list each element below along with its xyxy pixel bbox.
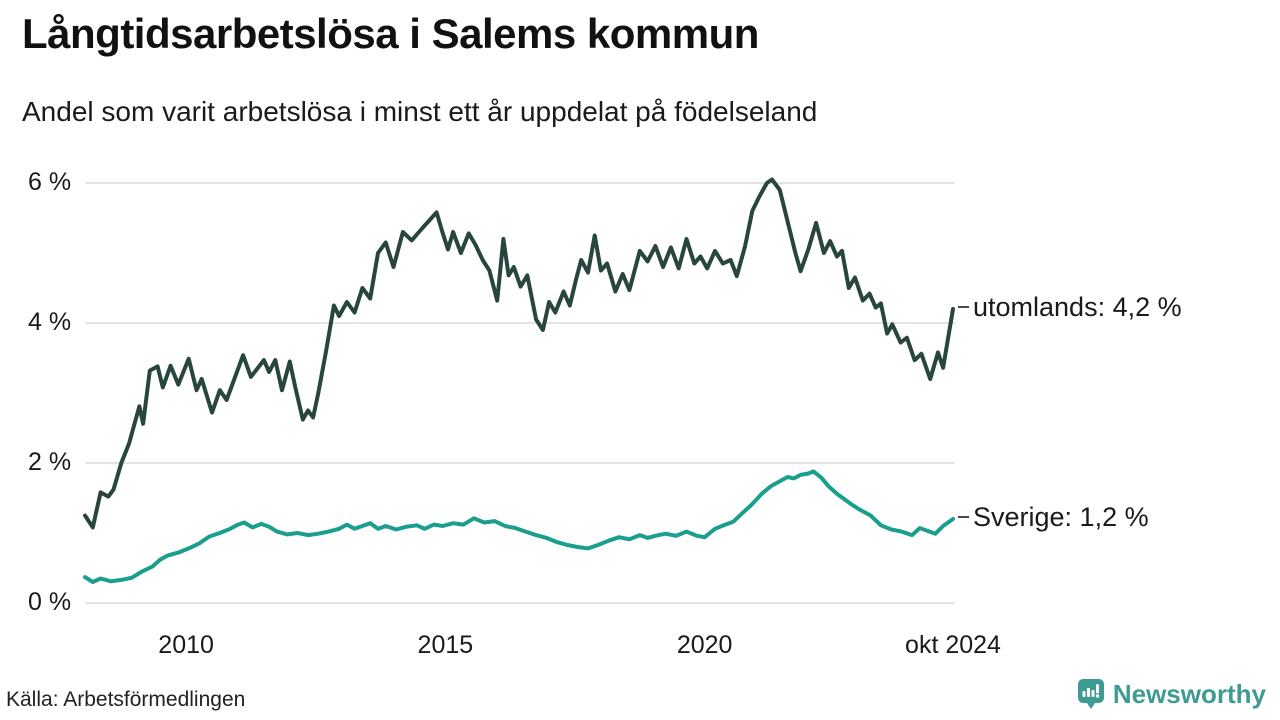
x-axis-tick-label: 2020 [676, 631, 733, 659]
y-axis-tick-label: 0 % [28, 588, 72, 616]
series-end-label-utomlands: utomlands: 4,2 % [973, 292, 1182, 322]
series-end-label-Sverige: Sverige: 1,2 % [973, 502, 1149, 532]
source-note: Källa: Arbetsförmedlingen [6, 688, 246, 711]
y-axis-tick-label: 6 % [28, 168, 72, 196]
series-line-Sverige [83, 469, 955, 584]
x-axis-tick-label: 2015 [417, 631, 474, 659]
series-line-utomlands [83, 177, 955, 530]
x-axis-tick-label: okt 2024 [905, 631, 1001, 659]
chart-subtitle: Andel som varit arbetslösa i minst ett å… [22, 96, 818, 127]
newsworthy-wordmark: Newsworthy [1112, 678, 1266, 709]
newsworthy-brand: Newsworthy [1077, 678, 1266, 710]
x-axis-tick-label: 2010 [158, 631, 214, 659]
y-axis-tick-label: 4 % [28, 308, 72, 336]
newsworthy-logo-icon [1077, 678, 1105, 710]
y-axis-tick-label: 2 % [28, 448, 72, 476]
page-title: Långtidsarbetslösa i Salems kommun [22, 10, 759, 57]
